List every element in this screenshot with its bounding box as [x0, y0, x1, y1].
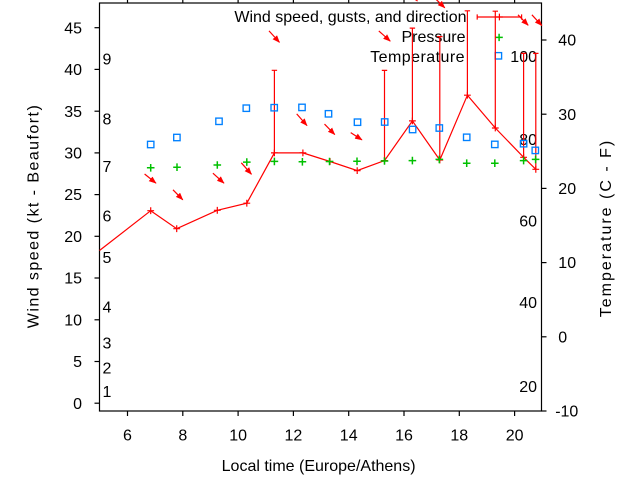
svg-text:30: 30 [64, 146, 82, 163]
svg-text:20: 20 [64, 229, 82, 246]
svg-text:8: 8 [103, 112, 112, 129]
svg-text:45: 45 [64, 20, 82, 37]
svg-text:18: 18 [450, 428, 468, 445]
svg-text:10: 10 [558, 255, 576, 272]
svg-text:0: 0 [558, 329, 567, 346]
svg-text:40: 40 [64, 62, 82, 79]
svg-text:0: 0 [73, 396, 82, 413]
svg-text:25: 25 [64, 187, 82, 204]
svg-text:5: 5 [103, 250, 112, 267]
svg-text:10: 10 [64, 312, 82, 329]
svg-text:7: 7 [103, 159, 112, 176]
svg-text:9: 9 [103, 52, 112, 69]
svg-text:10: 10 [229, 428, 247, 445]
svg-text:14: 14 [340, 428, 358, 445]
svg-text:5: 5 [73, 354, 82, 371]
svg-text:20: 20 [519, 379, 537, 396]
svg-text:3: 3 [103, 336, 112, 353]
svg-text:20: 20 [506, 428, 524, 445]
svg-text:6: 6 [123, 428, 132, 445]
svg-text:Wind speed, gusts, and directi: Wind speed, gusts, and direction [234, 9, 466, 26]
svg-text:35: 35 [64, 104, 82, 121]
svg-text:16: 16 [395, 428, 413, 445]
svg-text:6: 6 [103, 209, 112, 226]
svg-text:40: 40 [558, 33, 576, 50]
svg-text:12: 12 [285, 428, 303, 445]
svg-text:8: 8 [178, 428, 187, 445]
svg-text:4: 4 [103, 300, 112, 317]
svg-text:Pressure: Pressure [401, 29, 465, 46]
svg-text:15: 15 [64, 271, 82, 288]
svg-text:30: 30 [558, 107, 576, 124]
svg-text:-10: -10 [555, 404, 578, 421]
svg-text:20: 20 [558, 181, 576, 198]
svg-text:1: 1 [103, 384, 112, 401]
svg-text:2: 2 [103, 361, 112, 378]
svg-text:Local time (Europe/Athens): Local time (Europe/Athens) [222, 458, 416, 475]
svg-text:Wind speed (kt - Beaufort): Wind speed (kt - Beaufort) [26, 104, 43, 328]
svg-text:Temperature: Temperature [370, 49, 465, 66]
svg-text:40: 40 [519, 295, 537, 312]
svg-text:Temperature (C - F): Temperature (C - F) [598, 139, 615, 317]
svg-text:60: 60 [519, 213, 537, 230]
